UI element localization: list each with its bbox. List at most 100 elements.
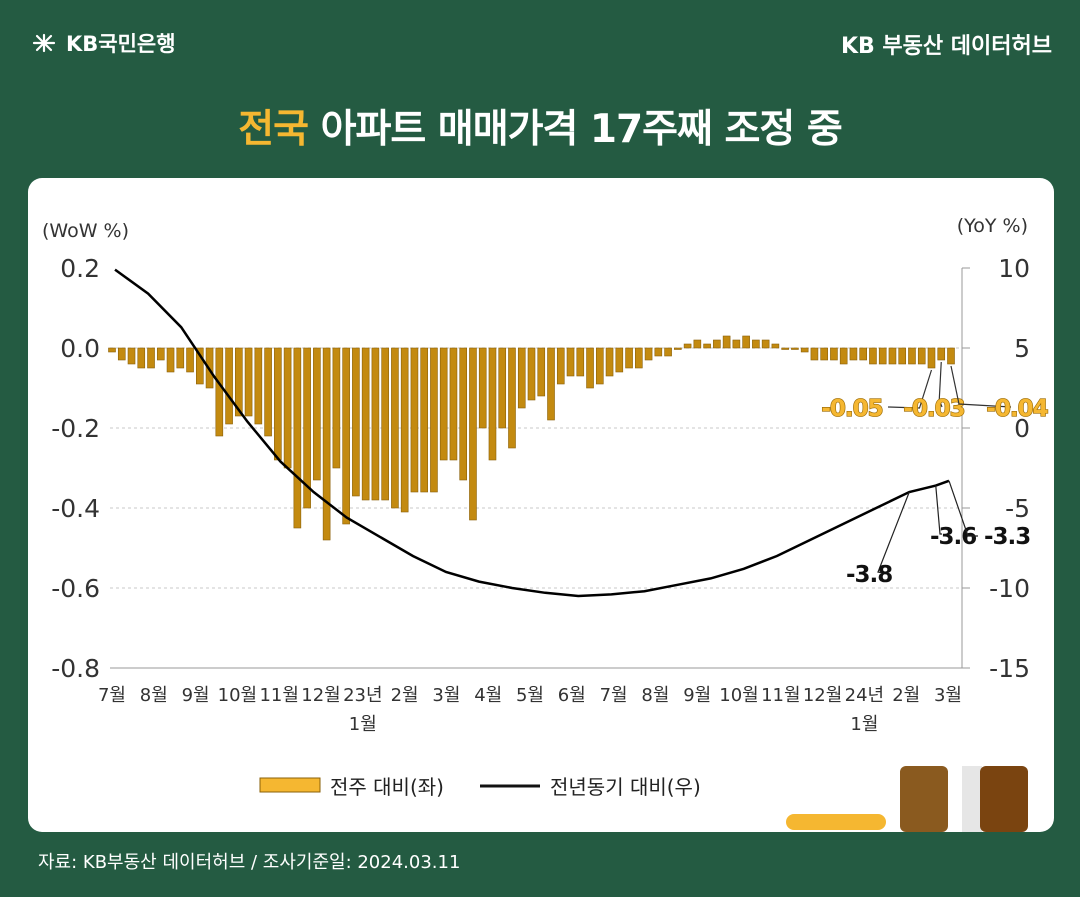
right-tick-label: -10 xyxy=(989,574,1030,603)
x-tick-label: 3월 xyxy=(432,685,460,706)
brand-logo-text: KB국민은행 xyxy=(66,32,176,56)
bar xyxy=(313,347,321,481)
yoy-line xyxy=(114,268,950,598)
bar xyxy=(293,347,302,529)
bar xyxy=(888,347,897,365)
x-tick-label: 3월 xyxy=(934,685,962,706)
line-annotation-leader xyxy=(877,491,910,575)
left-tick-label: -0.4 xyxy=(51,494,100,523)
bar xyxy=(137,347,146,369)
headline-rest: 아파트 매매가격 17주째 조정 중 xyxy=(308,107,843,152)
bar xyxy=(332,347,341,469)
x-tick-label: 12월 xyxy=(301,685,340,706)
bar xyxy=(644,347,653,361)
decor-yellow-pill xyxy=(786,814,886,830)
bar xyxy=(820,347,828,361)
bar xyxy=(683,343,692,349)
bar xyxy=(693,339,702,349)
x-tick-label: 8월 xyxy=(140,685,168,706)
bar xyxy=(508,347,516,449)
bar xyxy=(654,347,663,357)
bar xyxy=(342,347,350,525)
bar xyxy=(781,347,789,350)
bar xyxy=(791,347,799,350)
bar xyxy=(869,347,877,365)
x-tick-label: 12월 xyxy=(803,685,842,706)
bar xyxy=(410,347,419,493)
bar xyxy=(595,347,604,385)
bar xyxy=(839,347,848,365)
bar xyxy=(478,347,487,429)
bar xyxy=(908,347,916,365)
decor-dark-brown-block xyxy=(980,766,1028,832)
decor-gray-block xyxy=(962,766,982,832)
bar xyxy=(537,347,546,397)
chart-card: (WoW %) (YoY %) 0.2 0.0 -0.2 -0.4 -0.6 -0.8 10 5 0… xyxy=(28,178,1054,832)
x-tick-label: 10월 xyxy=(218,685,257,706)
bar xyxy=(917,347,926,365)
x-tick-label: 10월 xyxy=(719,685,758,706)
bar xyxy=(391,347,399,509)
bar xyxy=(225,347,233,425)
bar xyxy=(147,347,155,369)
bar xyxy=(713,339,721,349)
bar xyxy=(771,343,780,349)
bar xyxy=(371,347,380,501)
bar-annotation-label: -0.04 xyxy=(986,396,1047,422)
brand-logo: KB국민은행 xyxy=(26,28,176,58)
right-tick-label: 10 xyxy=(998,254,1030,283)
bar xyxy=(254,347,263,425)
bar xyxy=(176,347,185,369)
line-annotation-leader xyxy=(948,480,978,537)
bar xyxy=(469,347,477,521)
decor-brown-block xyxy=(900,766,948,832)
source-footer: 자료: KB부동산 데이터허브 / 조사기준일: 2024.03.11 xyxy=(38,852,461,873)
x-tick-label: 11월 xyxy=(761,685,800,706)
bar-annotation-leader xyxy=(938,361,943,408)
bar xyxy=(566,347,575,377)
left-tick-label: 0.2 xyxy=(60,254,100,283)
bar xyxy=(674,347,682,350)
bar xyxy=(947,347,955,365)
bar xyxy=(527,347,536,401)
legend-bar-label: 전주 대비(좌) xyxy=(330,775,444,799)
bar xyxy=(283,347,292,469)
bar xyxy=(381,347,389,501)
right-tick-label: 5 xyxy=(1014,334,1030,363)
x-tick-label: 7월 xyxy=(600,685,628,706)
left-tick-label: 0.0 xyxy=(60,334,100,363)
x-tick-label: 24년 xyxy=(845,685,884,706)
bar xyxy=(732,339,741,349)
headline-highlight: 전국 xyxy=(238,107,309,152)
bar xyxy=(586,347,594,389)
bar xyxy=(196,347,204,385)
x-tick-label: 5월 xyxy=(516,685,544,706)
line-annotation-label: -3.6 xyxy=(930,524,976,550)
legend-line-label: 전년동기 대비(우) xyxy=(550,775,701,799)
line-annotation-label: -3.8 xyxy=(846,562,892,588)
right-tick-label: 0 xyxy=(1014,414,1030,443)
bar xyxy=(605,347,614,377)
bar-annotation-leader xyxy=(950,365,1012,408)
x-tick-sublabel: 1월 xyxy=(850,714,878,735)
bar xyxy=(449,347,458,461)
bar xyxy=(830,347,838,361)
bar xyxy=(244,347,253,417)
x-tick-label: 6월 xyxy=(558,685,586,706)
star-logo-icon xyxy=(32,33,56,53)
bar xyxy=(937,347,946,361)
x-tick-sublabel: 1월 xyxy=(349,714,377,735)
left-axis-label: (WoW %) xyxy=(42,220,129,242)
bar xyxy=(166,347,175,373)
bar xyxy=(498,347,507,429)
bar-annotation-label: -0.05 xyxy=(821,396,882,422)
bar xyxy=(703,343,711,349)
line-annotation-label: -3.3 xyxy=(984,524,1030,550)
right-tick-label: -15 xyxy=(989,654,1030,683)
bar xyxy=(752,339,760,349)
bar xyxy=(439,347,448,461)
bar xyxy=(430,347,438,493)
bar xyxy=(420,347,428,493)
headline: 전국 아파트 매매가격 17주째 조정 중 xyxy=(0,98,1080,154)
bar xyxy=(761,339,770,349)
